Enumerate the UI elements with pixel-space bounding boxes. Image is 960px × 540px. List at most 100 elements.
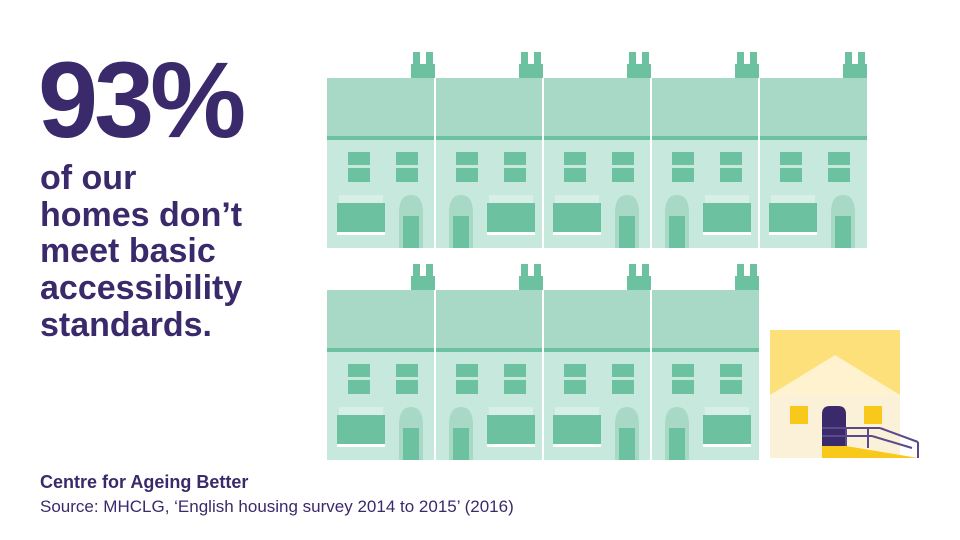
chimney-pot [750, 264, 757, 276]
bay-window-sill [553, 232, 601, 235]
terrace-row-2 [327, 264, 759, 460]
window-bar [672, 165, 694, 168]
window-bar [672, 377, 694, 380]
chimney-pot [534, 264, 541, 276]
window-bar [456, 377, 478, 380]
front-door [403, 428, 419, 460]
bay-window-hood [705, 195, 749, 203]
window-bar [780, 165, 802, 168]
chimney-pot [629, 264, 636, 276]
chimney [411, 64, 435, 78]
terraced-house [758, 52, 867, 248]
front-door [453, 216, 469, 248]
front-door [669, 428, 685, 460]
ramp [822, 446, 918, 458]
bay-window-sill [553, 444, 601, 447]
window-bar [456, 165, 478, 168]
chimney [627, 64, 651, 78]
headline-line-3: meet basic [40, 232, 216, 271]
headline-line-1: of our [40, 159, 137, 197]
bay-window-hood [489, 195, 533, 203]
accessible-house-door [822, 406, 846, 446]
terraced-house [650, 52, 759, 248]
chimney-pot [750, 52, 757, 64]
front-door [619, 428, 635, 460]
terrace-row-1 [327, 52, 867, 248]
chimney [735, 64, 759, 78]
headline-line-2: homes don’t [40, 195, 243, 234]
window-bar [396, 377, 418, 380]
bay-window-hood [771, 195, 815, 203]
bay-window [337, 203, 385, 233]
chimney-pot [629, 52, 636, 64]
window-bar [720, 165, 742, 168]
terrace-roof-band [327, 136, 867, 140]
terraced-house [542, 264, 651, 460]
window-bar [504, 377, 526, 380]
bay-window [553, 203, 601, 233]
chimney-pot [521, 264, 528, 276]
accessible-house-with-ramp-icon [770, 330, 919, 458]
organisation-name: Centre for Ageing Better [40, 472, 249, 492]
headline-stat: 93% [38, 39, 246, 160]
chimney-pot [534, 52, 541, 64]
headline-text: of our homes don’t meet basic accessibil… [40, 160, 242, 344]
window-bar [348, 377, 370, 380]
bay-window [769, 203, 817, 233]
window-bar [564, 377, 586, 380]
chimney [735, 276, 759, 290]
bay-window [703, 415, 751, 445]
chimney-pot [426, 52, 433, 64]
bay-window-hood [555, 195, 599, 203]
terraced-house [542, 52, 651, 248]
house-divider [434, 290, 436, 460]
chimney-pot [737, 52, 744, 64]
front-door [403, 216, 419, 248]
terraced-house [434, 264, 543, 460]
window-bar [612, 165, 634, 168]
house-divider [650, 78, 652, 248]
chimney-pot [737, 264, 744, 276]
house-divider [542, 78, 544, 248]
terraced-house [337, 52, 435, 248]
ramp-handrail [822, 427, 919, 458]
bay-window-sill [769, 232, 817, 235]
bay-window [553, 415, 601, 445]
bay-window-hood [339, 407, 383, 415]
front-door [619, 216, 635, 248]
window-bar [612, 377, 634, 380]
chimney [411, 276, 435, 290]
headline-line-5: standards. [40, 305, 212, 344]
bay-window-sill [487, 444, 535, 447]
front-door [453, 428, 469, 460]
house-divider [758, 78, 760, 248]
chimney-pot [521, 52, 528, 64]
bay-window-sill [337, 232, 385, 235]
chimney [519, 276, 543, 290]
house-divider [650, 290, 652, 460]
bay-window-sill [337, 444, 385, 447]
house-divider [434, 78, 436, 248]
bay-window-hood [339, 195, 383, 203]
headline-line-4: accessibility [40, 269, 243, 308]
chimney-pot [642, 264, 649, 276]
source-citation: Source: MHCLG, ‘English housing survey 2… [40, 497, 514, 516]
house-divider [542, 290, 544, 460]
accessible-house-window-right [864, 406, 882, 424]
chimney-pot [858, 52, 865, 64]
chimney-pot [845, 52, 852, 64]
terraced-house [337, 264, 435, 460]
accessible-house-window-left [790, 406, 808, 424]
chimney [627, 276, 651, 290]
bay-window [487, 415, 535, 445]
window-bar [504, 165, 526, 168]
window-bar [828, 165, 850, 168]
bay-window [487, 203, 535, 233]
chimney-pot [413, 264, 420, 276]
terraced-house [650, 264, 759, 460]
chimney-pot [413, 52, 420, 64]
chimney [843, 64, 867, 78]
accessible-house-roof [770, 355, 900, 395]
bay-window-sill [703, 232, 751, 235]
